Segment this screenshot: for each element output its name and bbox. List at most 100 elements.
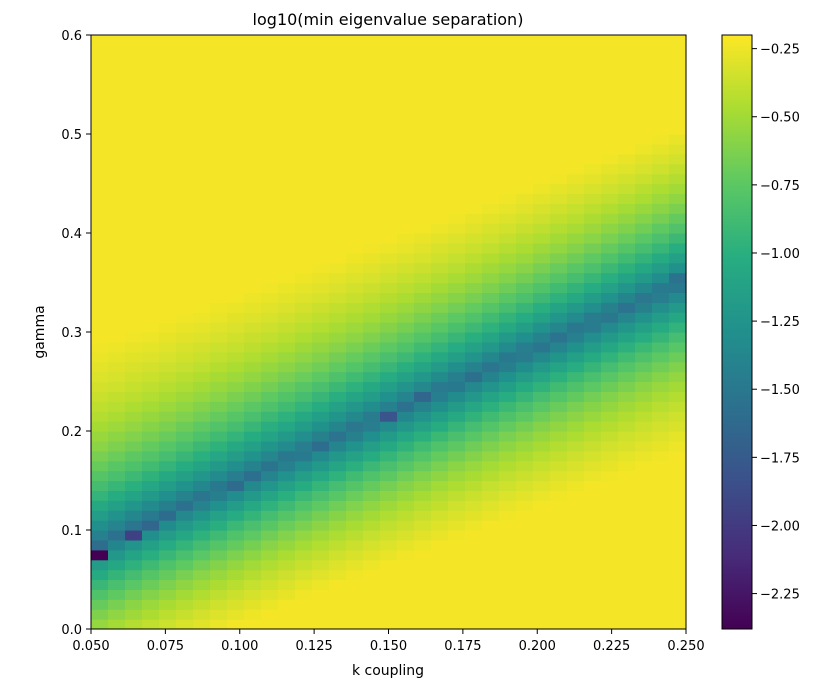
heatmap-cell	[448, 252, 466, 264]
heatmap-cell	[295, 599, 313, 610]
heatmap-cell	[465, 401, 483, 412]
heatmap-cell	[584, 252, 602, 264]
heatmap-cell	[397, 292, 415, 303]
heatmap-cell	[278, 173, 296, 185]
heatmap-cell	[601, 282, 619, 293]
heatmap-cell	[635, 440, 653, 452]
heatmap-cell	[244, 351, 262, 363]
x-tick-label: 0.125	[296, 639, 333, 654]
y-tick-label: 0.0	[61, 623, 82, 638]
heatmap-cell	[329, 539, 347, 551]
heatmap-cell	[567, 539, 585, 551]
heatmap-cell	[91, 579, 109, 590]
heatmap-cell	[346, 440, 364, 452]
heatmap-cell	[312, 64, 330, 76]
heatmap-cell	[159, 44, 177, 56]
heatmap-cell	[601, 54, 619, 66]
heatmap-cell	[278, 401, 296, 412]
heatmap-cell	[584, 500, 602, 511]
heatmap-cell	[295, 203, 313, 214]
heatmap-cell	[159, 332, 177, 343]
heatmap-cell	[278, 134, 296, 145]
heatmap-cell	[142, 292, 160, 303]
heatmap-cell	[448, 272, 466, 284]
heatmap-cell	[499, 322, 517, 333]
heatmap-cell	[227, 559, 245, 571]
heatmap-cell	[176, 371, 194, 383]
heatmap-cell	[448, 262, 466, 274]
heatmap-cell	[363, 292, 381, 303]
heatmap-cell	[601, 599, 619, 610]
heatmap-cell	[363, 549, 381, 561]
heatmap-cell	[652, 272, 670, 284]
heatmap-cell	[567, 391, 585, 402]
heatmap-cell	[91, 203, 109, 214]
heatmap-cell	[414, 579, 432, 590]
heatmap-cell	[414, 134, 432, 145]
heatmap-cell	[261, 64, 279, 76]
heatmap-cell	[635, 500, 653, 511]
heatmap-cell	[312, 480, 330, 491]
heatmap-cell	[618, 252, 636, 264]
heatmap-cell	[465, 619, 483, 630]
heatmap-cell	[397, 242, 415, 254]
heatmap-cell	[261, 609, 279, 620]
heatmap-cell	[499, 183, 517, 194]
heatmap-cell	[652, 470, 670, 482]
heatmap-cell	[278, 114, 296, 125]
heatmap-cell	[244, 569, 262, 581]
heatmap-cell	[465, 282, 483, 293]
heatmap-cell	[669, 619, 687, 630]
heatmap-cell	[397, 203, 415, 214]
heatmap-cell	[142, 450, 160, 462]
heatmap-cell	[159, 233, 177, 244]
heatmap-cell	[414, 450, 432, 462]
heatmap-cell	[91, 242, 109, 254]
heatmap-cell	[363, 282, 381, 293]
heatmap-cell	[244, 599, 262, 610]
heatmap-cell	[499, 569, 517, 581]
heatmap-cell	[618, 619, 636, 630]
heatmap-cell	[244, 440, 262, 452]
heatmap-cell	[431, 609, 449, 620]
heatmap-cell	[142, 94, 160, 105]
heatmap-cell	[329, 302, 347, 313]
heatmap-cell	[244, 579, 262, 590]
heatmap-cell	[397, 213, 415, 224]
heatmap-cell	[448, 440, 466, 452]
heatmap-cell	[176, 124, 194, 135]
heatmap-cell	[295, 124, 313, 135]
heatmap-cell	[584, 262, 602, 274]
heatmap-cell	[227, 401, 245, 412]
heatmap-cell	[244, 530, 262, 541]
heatmap-cell	[176, 262, 194, 274]
heatmap-cell	[533, 361, 551, 373]
heatmap-cell	[448, 84, 466, 95]
heatmap-cell	[516, 381, 534, 392]
heatmap-cell	[652, 252, 670, 264]
heatmap-cell	[261, 252, 279, 264]
heatmap-cell	[193, 569, 211, 581]
heatmap-cell	[210, 64, 228, 76]
heatmap-cell	[125, 302, 143, 313]
heatmap-cell	[652, 183, 670, 194]
heatmap-cell	[465, 74, 483, 86]
heatmap-cell	[584, 54, 602, 66]
heatmap-cell	[584, 94, 602, 105]
heatmap-cell	[397, 530, 415, 541]
heatmap-cell	[193, 351, 211, 363]
heatmap-cell	[380, 411, 398, 422]
heatmap-cell	[227, 35, 245, 46]
heatmap-cell	[329, 599, 347, 610]
heatmap-cell	[499, 609, 517, 620]
heatmap-cell	[380, 242, 398, 254]
heatmap-cell	[601, 371, 619, 383]
heatmap-cell	[550, 460, 568, 472]
heatmap-cell	[312, 322, 330, 333]
heatmap-cell	[142, 470, 160, 482]
heatmap-cell	[346, 262, 364, 274]
heatmap-cell	[567, 213, 585, 224]
heatmap-cell	[346, 619, 364, 630]
heatmap-cell	[261, 361, 279, 373]
heatmap-cell	[278, 569, 296, 581]
